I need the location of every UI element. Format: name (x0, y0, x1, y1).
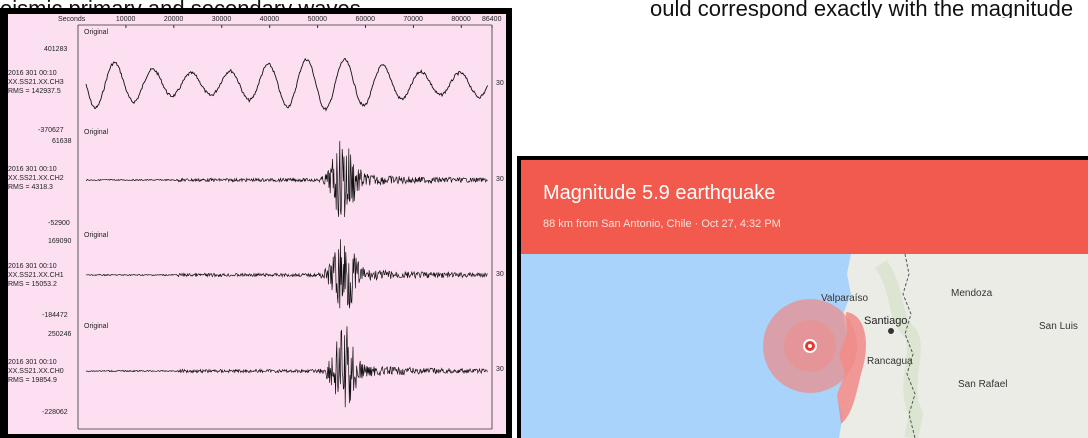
waveform-ch1 (86, 239, 488, 309)
trace-right-tick: 30 (496, 80, 504, 87)
seismogram-svg: Seconds 10000 20000 30000 40000 50000 60000 70… (8, 16, 504, 430)
trace-tag: Original (84, 232, 109, 239)
trace-right-tick: 30 (496, 366, 504, 373)
city-santiago: Santiago (864, 315, 907, 327)
x-tick-label: 70000 (403, 16, 423, 23)
trace-channel: XX.SS21.XX.CH3 (8, 79, 64, 86)
trace-min: -370627 (38, 127, 64, 134)
valley-area (875, 260, 924, 438)
trace-min: -228062 (42, 409, 68, 416)
trace-ch1: Original 169090 2016 301 00:10 XX.SS21.X… (8, 232, 504, 319)
trace-max: 169090 (48, 238, 71, 245)
border-line (902, 254, 916, 438)
x-tick-label: 50000 (308, 16, 328, 23)
land-area (837, 254, 1088, 438)
top-text-right: ould correspond exactly with the magnitu… (650, 0, 1074, 18)
x-tick-label: 10000 (116, 16, 136, 23)
seismogram-plot-area: Seconds 10000 20000 30000 40000 50000 60000 70… (8, 14, 506, 434)
x-tick-label: 80000 (451, 16, 471, 23)
trace-channel: XX.SS21.XX.CH1 (8, 272, 64, 279)
trace-right-tick: 30 (496, 271, 504, 278)
trace-right-tick: 30 (496, 176, 504, 183)
earthquake-subtitle: 88 km from San Antonio, Chile · Oct 27, … (543, 218, 781, 230)
earthquake-map[interactable]: Valparaíso Santiago Rancagua Mendoza San… (521, 254, 1088, 438)
epicenter-marker-icon[interactable] (803, 339, 817, 353)
trace-date: 2016 301 00:10 (8, 263, 57, 270)
trace-date: 2016 301 00:10 (8, 166, 57, 173)
city-valparaiso: Valparaíso (821, 293, 869, 304)
x-tick-label: 20000 (164, 16, 184, 23)
trace-tag: Original (84, 323, 109, 330)
trace-channel: XX.SS21.XX.CH2 (8, 175, 64, 182)
trace-date: 2016 301 00:10 (8, 359, 57, 366)
waveform-ch3 (85, 57, 489, 112)
trace-tag: Original (84, 29, 109, 36)
x-tick-label: 30000 (212, 16, 232, 23)
trace-ch2: Original 61638 2016 301 00:10 XX.SS21.XX… (8, 129, 504, 227)
x-tick-label: 60000 (356, 16, 376, 23)
trace-tag: Original (84, 129, 109, 136)
city-san-rafael: San Rafael (958, 379, 1007, 390)
trace-channel: XX.SS21.XX.CH0 (8, 368, 64, 375)
trace-min: -184472 (42, 312, 68, 319)
trace-ch0: Original 250246 2016 301 00:10 XX.SS21.X… (8, 323, 504, 416)
x-tick-label: 86400 (482, 16, 502, 23)
earthquake-card-header: Magnitude 5.9 earthquake 88 km from San … (521, 160, 1088, 254)
trace-rms: RMS = 142937.5 (8, 88, 61, 95)
trace-ch3: Original 401283 2016 301 00:10 XX.SS21.X… (8, 29, 504, 134)
trace-min: -52900 (48, 220, 70, 227)
earthquake-card-body: Magnitude 5.9 earthquake 88 km from San … (521, 160, 1088, 438)
waveform-ch0 (85, 326, 488, 408)
seismogram-image: Seconds 10000 20000 30000 40000 50000 60000 70… (0, 8, 512, 438)
trace-max: 61638 (52, 138, 72, 145)
city-rancagua: Rancagua (867, 356, 913, 367)
city-san-luis: San Luis (1039, 321, 1078, 332)
earthquake-card[interactable]: Magnitude 5.9 earthquake 88 km from San … (517, 156, 1088, 438)
city-dot-icon (888, 328, 894, 334)
waveform-ch2 (86, 140, 488, 218)
trace-rms: RMS = 19854.9 (8, 377, 57, 384)
trace-rms: RMS = 15053.2 (8, 281, 57, 288)
trace-date: 2016 301 00:10 (8, 70, 57, 77)
trace-max: 250246 (48, 331, 71, 338)
x-tick-label: 40000 (260, 16, 280, 23)
trace-rms: RMS = 4318.3 (8, 184, 53, 191)
city-mendoza: Mendoza (951, 288, 993, 299)
x-axis-label: Seconds (58, 16, 86, 23)
x-axis-ticks: 10000 20000 30000 40000 50000 60000 70000 80000… (116, 16, 502, 28)
trace-max: 401283 (44, 46, 67, 53)
earthquake-title: Magnitude 5.9 earthquake (543, 182, 776, 204)
